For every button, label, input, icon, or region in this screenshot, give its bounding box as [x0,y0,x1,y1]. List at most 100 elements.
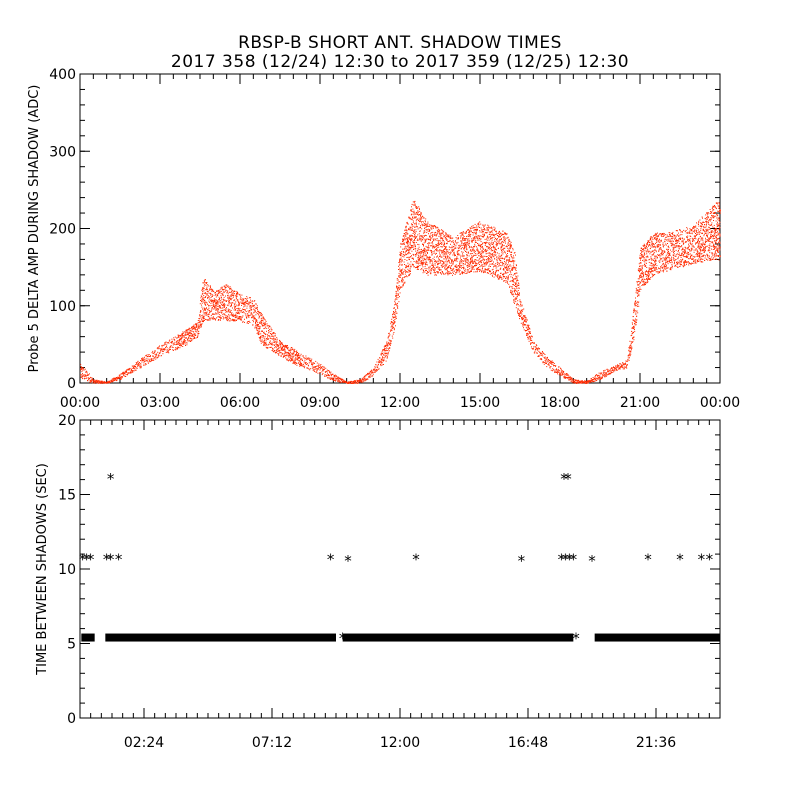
amplitude-point-179 [113,377,115,379]
amplitude-point-500 [176,340,178,342]
amplitude-point-1538 [257,328,259,330]
amplitude-point-568 [183,336,185,338]
amplitude-point-2169 [333,379,335,381]
amplitude-point-4393 [485,232,487,234]
amplitude-point-2309 [361,380,363,382]
amplitude-point-178 [113,379,115,381]
amplitude-point-61 [89,380,91,382]
amplitude-point-1358 [241,302,242,304]
amplitude-point-3319 [428,247,430,249]
amplitude-point-3026 [416,225,418,227]
amplitude-point-4254 [478,236,480,238]
amplitude-point-983 [215,293,217,295]
amplitude-point-2063 [312,364,313,366]
amplitude-point-231 [123,372,125,374]
amplitude-point-3405 [433,266,434,268]
amplitude-point-2085 [316,370,318,372]
amplitude-point-3349 [430,273,432,275]
amplitude-point-2514 [391,324,393,326]
amplitude-point-1719 [272,347,273,349]
amplitude-point-3691 [447,270,449,272]
amplitude-point-1900 [290,355,292,357]
amplitude-point-2927 [412,264,414,265]
amplitude-point-4636 [497,262,499,264]
amplitude-point-4379 [484,242,486,244]
amplitude-point-2543 [393,322,395,324]
amplitude-point-1102 [223,305,225,307]
amplitude-point-418 [161,348,163,350]
amplitude-point-1499 [255,322,256,324]
amplitude-point-3731 [449,239,451,241]
x-tick-label: 09:00 [300,395,340,411]
amplitude-point-3368 [431,250,432,251]
amplitude-point-4591 [495,270,497,272]
amplitude-point-1495 [254,326,256,328]
amplitude-point-2661 [400,281,402,283]
amplitude-point-1179 [228,303,230,305]
amplitude-point-3364 [430,270,432,272]
amplitude-point-1192 [229,302,231,304]
amplitude-point-1583 [260,315,262,317]
amplitude-point-3273 [426,250,428,251]
amplitude-point-197 [117,378,118,380]
amplitude-point-1581 [260,321,262,323]
amplitude-point-4520 [491,269,493,271]
amplitude-point-1708 [271,334,272,336]
amplitude-point-1881 [288,354,290,356]
amplitude-point-2325 [364,376,366,378]
amplitude-point-2930 [412,211,414,213]
amplitude-point-3983 [465,243,466,245]
amplitude-point-1625 [263,328,265,330]
amplitude-point-922 [211,305,213,306]
amplitude-point-2725 [404,233,405,235]
amplitude-point-2636 [399,259,401,261]
amplitude-point-99 [97,380,99,382]
amplitude-point-4585 [495,274,496,276]
amplitude-point-4071 [469,229,471,231]
amplitude-point-3575 [441,265,443,267]
amplitude-point-722 [199,318,200,320]
amplitude-point-4769 [504,257,506,259]
amplitude-point-3694 [447,274,449,276]
amplitude-point-444 [166,349,168,351]
amplitude-point-3971 [464,238,466,239]
amplitude-point-799 [203,285,205,287]
amplitude-point-4738 [502,269,504,270]
amplitude-point-2346 [368,376,370,378]
amplitude-point-4118 [471,240,473,242]
amplitude-point-3885 [460,257,461,259]
amplitude-point-3481 [436,226,438,228]
amplitude-point-2615 [398,301,400,303]
amplitude-point-451 [167,342,169,343]
amplitude-point-4043 [468,229,469,231]
amplitude-point-257 [129,372,130,374]
amplitude-point-1210 [230,302,232,304]
amplitude-point-2094 [318,364,320,366]
amplitude-point-1994 [299,355,301,357]
amplitude-point-3087 [418,260,420,262]
amplitude-point-2544 [393,329,395,331]
amplitude-point-603 [187,339,189,341]
amplitude-point-4461 [488,247,490,248]
amplitude-point-4596 [495,230,497,232]
amplitude-point-1930 [293,350,295,352]
amplitude-point-3134 [420,212,422,214]
amplitude-point-1371 [242,315,244,317]
amplitude-point-288 [135,364,137,366]
amplitude-point-3373 [431,268,433,270]
amplitude-point-3773 [452,254,454,256]
amplitude-point-1484 [253,318,255,320]
amplitude-point-3100 [419,258,421,260]
amplitude-point-4140 [472,232,474,234]
amplitude-point-880 [208,292,210,294]
amplitude-point-3837 [456,266,458,268]
amplitude-point-2483 [388,341,390,343]
amplitude-point-1887 [288,353,290,355]
amplitude-point-1437 [249,310,250,311]
amplitude-point-2871 [410,217,411,219]
amplitude-point-1552 [258,328,260,330]
amplitude-point-3599 [442,253,444,255]
amplitude-point-3442 [434,273,436,275]
amplitude-point-2860 [409,267,411,269]
amplitude-point-3953 [463,238,465,239]
